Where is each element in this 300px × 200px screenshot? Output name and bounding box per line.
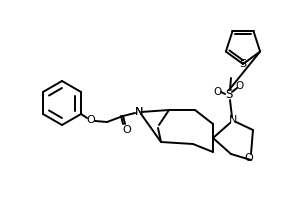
Text: N: N (135, 107, 143, 117)
Text: O: O (123, 125, 131, 135)
Text: O: O (244, 153, 253, 163)
Text: O: O (213, 87, 221, 97)
Text: N: N (135, 107, 143, 117)
Text: S: S (225, 88, 233, 100)
Text: S: S (239, 59, 247, 69)
Text: O: O (87, 115, 95, 125)
Text: O: O (235, 81, 243, 91)
Text: N: N (229, 115, 237, 125)
